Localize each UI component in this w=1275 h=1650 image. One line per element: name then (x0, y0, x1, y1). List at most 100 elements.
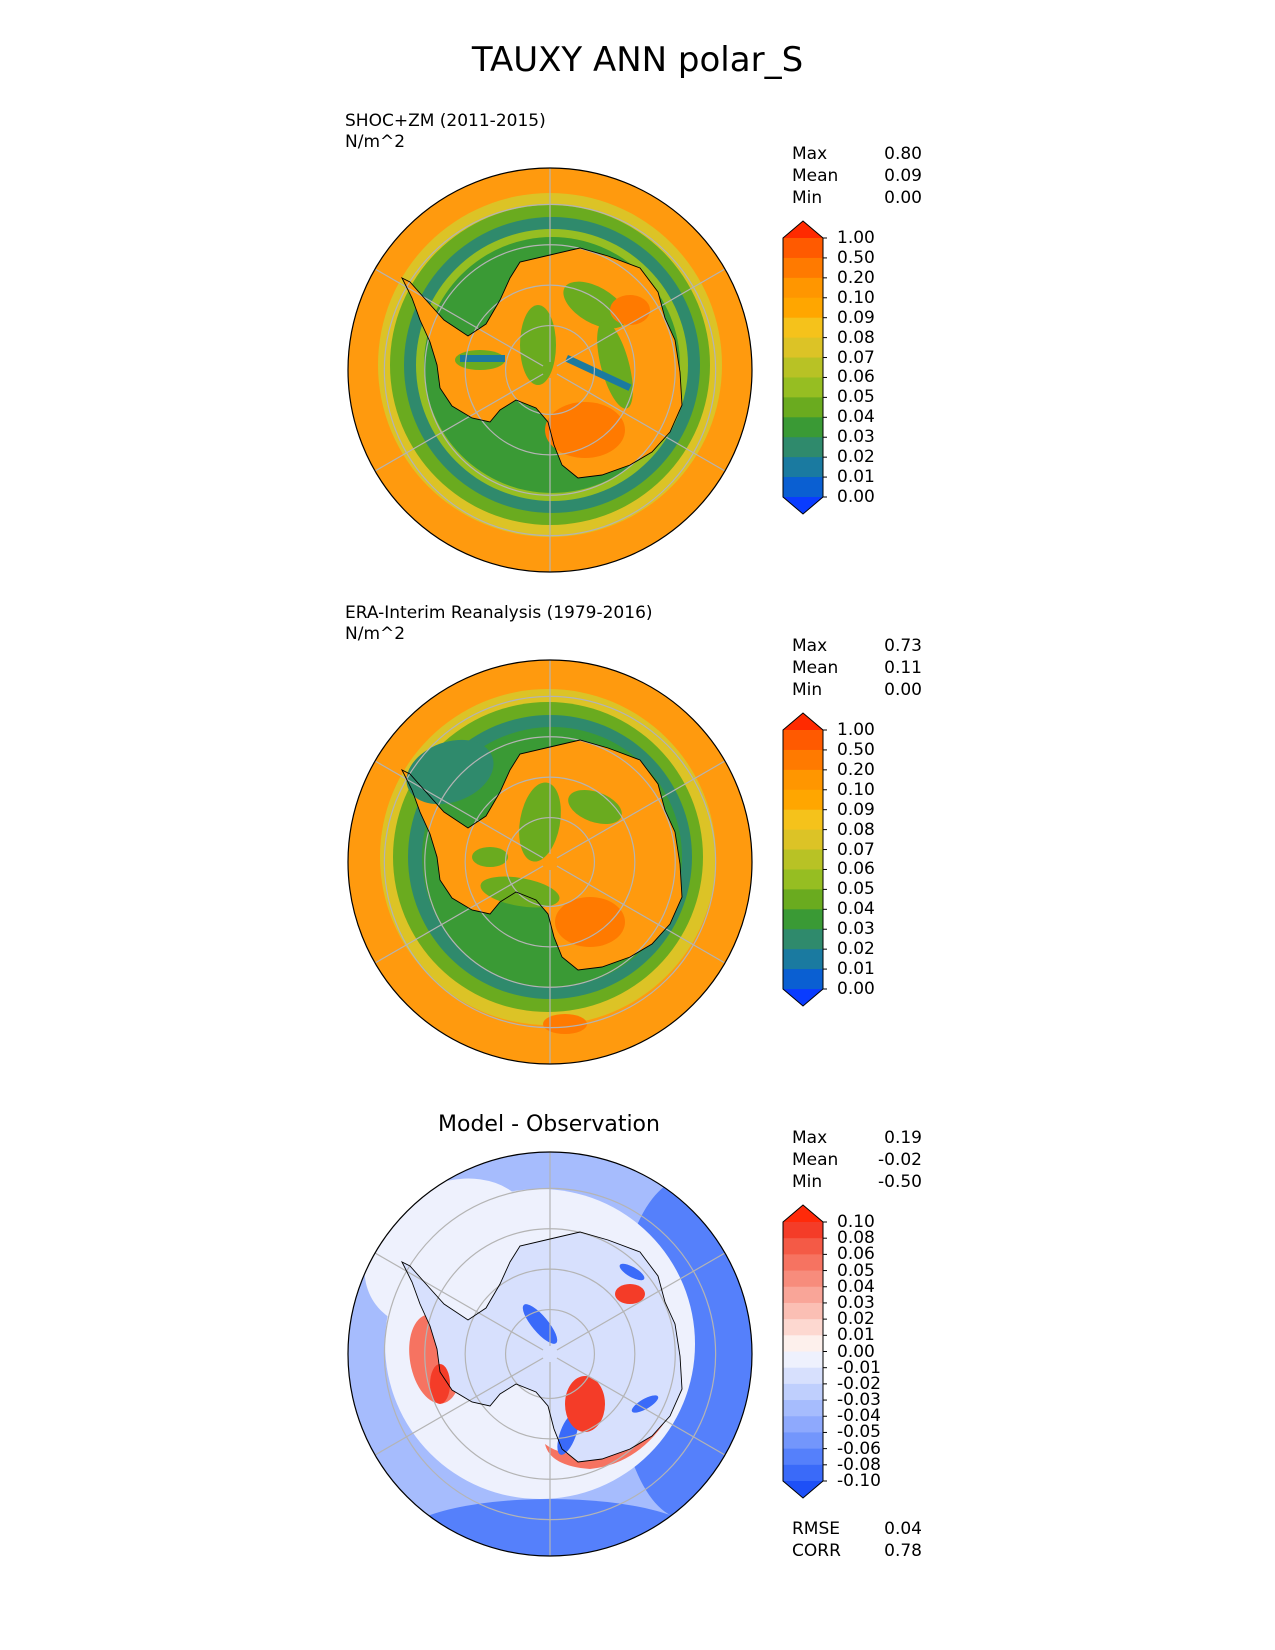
corr-value: 0.78 (884, 1541, 922, 1561)
longitude-line (374, 373, 544, 472)
reference-units: N/m^2 (345, 624, 406, 644)
colorbar-segment (783, 337, 823, 359)
colorbar-tick-label: -0.06 (837, 1438, 881, 1459)
inner-blue (460, 355, 632, 391)
longitude-line (374, 1357, 544, 1456)
colorbar-segment (783, 769, 823, 791)
inner-green-shape (563, 281, 627, 329)
blue-patches-shape (619, 1263, 645, 1281)
colorbar-tick-label: 1.00 (837, 228, 875, 248)
colorbar-segment (783, 457, 823, 478)
colorbar-tick-label: 1.00 (837, 720, 875, 740)
difference-polar-map (347, 1151, 753, 1557)
colorbar-tick-label: -0.02 (837, 1373, 881, 1394)
colorbar-segment (783, 1222, 823, 1239)
red-patches-shape (430, 1364, 450, 1404)
map-boundary (347, 1151, 753, 1557)
test-colorbar (782, 220, 827, 515)
colorbar-segment (783, 809, 823, 831)
colorbar-tick-label: 0.06 (837, 367, 875, 388)
difference-stats: Max 0.19 Mean -0.02 Min -0.50 (792, 1127, 922, 1193)
reference-dataset-name: ERA-Interim Reanalysis (1979-2016) (345, 603, 653, 623)
colorbar-extend-top (783, 221, 823, 238)
colorbar-extend-top (783, 713, 823, 730)
colorbar-segment (783, 909, 823, 930)
reference-colorbar (782, 712, 827, 1007)
red-patches (430, 1284, 645, 1432)
longitude-line (374, 760, 544, 859)
colorbar-segment (783, 869, 823, 890)
colorbar-tick-label: 0.00 (837, 979, 875, 999)
colorbar-tick-label: 0.09 (837, 307, 875, 328)
colorbar-segment (783, 1286, 823, 1304)
colorbar-extend-bottom (783, 989, 823, 1006)
rmse-value: 0.04 (884, 1519, 922, 1539)
colorbar-tick-label: -0.08 (837, 1454, 881, 1475)
blue-patches-shape (631, 1395, 659, 1413)
inner-orange-shape (545, 402, 625, 458)
test-dataset-name: SHOC+ZM (2011-2015) (345, 111, 546, 131)
colorbar-tick-label: 0.50 (837, 247, 875, 268)
colorbar-tick-label: 0.50 (837, 739, 875, 760)
graticule (374, 168, 726, 572)
longitude-line (556, 373, 726, 472)
light-blue-land-shape (402, 1232, 682, 1462)
inner-green-shape (480, 876, 560, 908)
colorbar-tick-label: -0.10 (837, 1471, 881, 1491)
colorbar-tick-label: 0.09 (837, 799, 875, 820)
inner-orange-shape (543, 1014, 587, 1034)
colorbar-tick-label: 0.00 (837, 1341, 875, 1362)
colorbar-segment (783, 1432, 823, 1450)
stat-min-value: 0.00 (884, 188, 922, 208)
stat-min-label: Min (792, 1172, 823, 1192)
inner-teal-shape (406, 739, 494, 805)
colorbar-tick-label: 0.06 (837, 859, 875, 880)
colorbar-segment (783, 297, 823, 319)
longitude-line (556, 268, 726, 367)
colorbar-segment (783, 1416, 823, 1434)
colorbar-segment (783, 317, 823, 339)
inner-orange (543, 897, 625, 1034)
colorbar-segment (783, 1448, 823, 1466)
stat-mean-label: Mean (792, 1150, 839, 1170)
stat-max-value: 0.80 (884, 144, 922, 164)
colorbar-segment (783, 789, 823, 811)
colorbar-tick-label: 0.01 (837, 1325, 875, 1346)
test-units: N/m^2 (345, 132, 406, 152)
test-stats: Max 0.80 Mean 0.09 Min 0.00 (792, 143, 922, 209)
colorbar-tick-label: 0.05 (837, 1260, 875, 1281)
colorbar-segment (783, 949, 823, 970)
colorbar-tick-label: 0.08 (837, 327, 875, 348)
colorbar-tick-label: 0.04 (837, 1276, 875, 1297)
inner-green-shape (568, 789, 622, 825)
colorbar-tick-label: 0.05 (837, 879, 875, 900)
colorbar-segment (783, 1383, 823, 1401)
stat-mean-label: Mean (792, 166, 839, 186)
stat-min-value: -0.50 (878, 1172, 922, 1192)
colorbar-tick-label: 0.05 (837, 387, 875, 408)
colorbar-tick-label: 0.00 (837, 487, 875, 507)
colorbar-segment (783, 749, 823, 771)
colorbar-tick-label: -0.04 (837, 1406, 881, 1427)
colorbar-tick-label: 0.08 (837, 819, 875, 840)
stat-min-value: 0.00 (884, 680, 922, 700)
difference-metrics: RMSE 0.04 CORR 0.78 (792, 1518, 922, 1562)
stat-max-value: 0.73 (884, 636, 922, 656)
difference-title: Model - Observation (438, 1112, 660, 1137)
antarctica-coastline (400, 739, 683, 971)
longitude-line (556, 1357, 726, 1456)
colorbar-tick-label: 0.02 (837, 1309, 875, 1330)
colorbar-segment (783, 1302, 823, 1320)
graticule (374, 660, 726, 1064)
stat-mean-value: 0.11 (884, 658, 922, 678)
reference-polar-map (347, 659, 753, 1065)
colorbar-segment (783, 397, 823, 418)
colorbar-segment (783, 1254, 823, 1272)
stat-max-label: Max (792, 144, 828, 164)
test-panel-label: SHOC+ZM (2011-2015) N/m^2 (345, 111, 546, 153)
colorbar-segment (783, 889, 823, 910)
inner-teal (406, 739, 494, 805)
difference-colorbar (782, 1204, 827, 1499)
difference-colorbar-labels: 0.10 0.08 0.06 0.05 0.04 0.03 0.02 0.01 0.00 -0.0… (837, 1204, 907, 1499)
colorbar-tick-label: 0.08 (837, 1228, 875, 1249)
